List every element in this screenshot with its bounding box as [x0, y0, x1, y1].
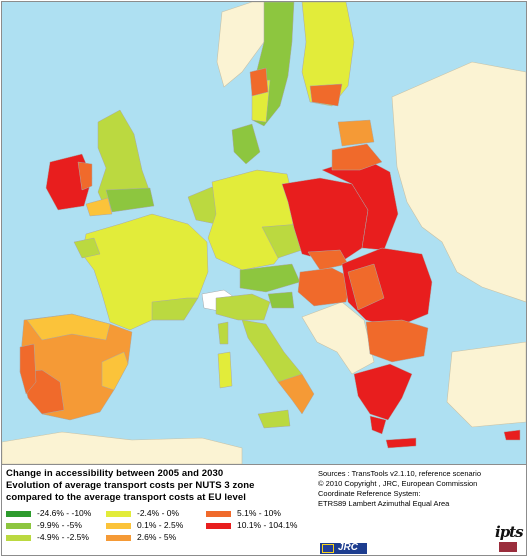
- legend-label: 2.6% - 5%: [137, 532, 177, 542]
- source-line-3: Coordinate Reference System:: [318, 489, 421, 498]
- region-romania-west: [347, 263, 385, 311]
- legend-swatch: [206, 523, 231, 529]
- legend-label: 10.1% - 104.1%: [237, 520, 298, 530]
- region-brittany: [73, 237, 101, 259]
- jrc-logo: JRC: [320, 542, 367, 554]
- region-gb-southwest: [85, 197, 113, 217]
- region-finland: [301, 2, 355, 107]
- ipts-logo-bar: [499, 542, 517, 552]
- legend-swatch: [106, 535, 131, 541]
- legend-label: -4.9% - -2.5%: [37, 532, 89, 542]
- region-iberia-north: [26, 313, 111, 341]
- legend-label: -24.6% - -10%: [37, 508, 92, 518]
- region-sardinia: [217, 351, 233, 389]
- non-eu-land: [2, 2, 526, 464]
- region-slovenia: [267, 291, 295, 309]
- source-line-1: Sources : TransTools v2.1.10, reference …: [318, 469, 482, 478]
- region-cyprus: [503, 429, 521, 441]
- legend-swatch: [106, 511, 131, 517]
- region-finland-south: [309, 83, 343, 107]
- region-poland: [281, 177, 369, 265]
- legend-label: -9.9% - -5%: [37, 520, 82, 530]
- eu-flag-icon: [322, 544, 334, 553]
- eu-regions: [19, 2, 521, 449]
- ipts-logo-text: ipts: [495, 523, 524, 541]
- legend-swatch: [206, 511, 231, 517]
- region-bulgaria: [365, 319, 429, 363]
- region-corsica: [217, 321, 229, 345]
- norway: [216, 2, 271, 88]
- region-sicily: [257, 409, 291, 429]
- legend-swatch: [6, 535, 31, 541]
- north-africa: [2, 431, 243, 464]
- region-gb-south: [105, 187, 155, 213]
- legend-swatch: [6, 523, 31, 529]
- legend-title-line-1: Change in accessibility between 2005 and…: [6, 468, 224, 479]
- legend-label: 0.1% - 2.5%: [137, 520, 184, 530]
- ipts-logo: ipts: [495, 523, 524, 553]
- legend-label: -2.4% - 0%: [137, 508, 180, 518]
- region-crete: [385, 437, 417, 449]
- eastern-europe-land: [391, 61, 526, 303]
- region-greece-south: [369, 415, 387, 435]
- region-france-south: [151, 297, 199, 321]
- region-baltics: [331, 143, 383, 171]
- region-estonia: [337, 119, 375, 147]
- legend-title-line-2: Evolution of average transport costs per…: [6, 480, 255, 491]
- region-portugal: [19, 343, 37, 395]
- region-norway-red: [249, 67, 269, 97]
- region-italy-north: [215, 293, 271, 321]
- region-iberia-east: [101, 351, 129, 391]
- region-greece: [353, 363, 413, 421]
- jrc-logo-text: JRC: [338, 542, 359, 553]
- legend-title-line-3: compared to the average transport costs …: [6, 492, 247, 503]
- choropleth-map: [2, 2, 526, 464]
- legend-label: 5.1% - 10%: [237, 508, 281, 518]
- source-line-2: © 2010 Copyright , JRC, European Commiss…: [318, 479, 478, 488]
- legend-swatch: [6, 511, 31, 517]
- balkans-non-eu: [301, 301, 375, 375]
- legend-swatch: [106, 523, 131, 529]
- region-austria: [239, 263, 301, 293]
- turkey: [446, 341, 526, 428]
- region-ireland-east: [77, 161, 93, 191]
- source-line-4: ETRS89 Lambert Azimuthal Equal Area: [318, 499, 450, 508]
- region-denmark: [231, 123, 261, 165]
- region-italy-south: [277, 373, 315, 415]
- region-hungary: [297, 267, 353, 307]
- legend-panel: Change in accessibility between 2005 and…: [2, 464, 526, 555]
